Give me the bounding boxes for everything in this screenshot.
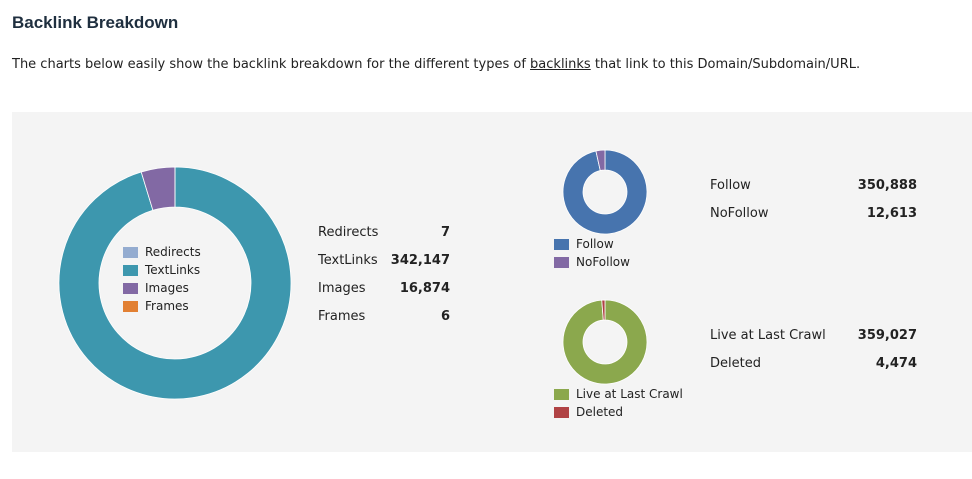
legend-swatch — [123, 300, 138, 312]
stat-label: Frames — [318, 309, 366, 324]
follow-donut-chart — [562, 149, 648, 235]
stat-label: Deleted — [710, 356, 761, 371]
stat-row-images: Images 16,874 — [318, 275, 450, 303]
follow-legend: Follow NoFollow — [554, 235, 630, 271]
legend-item-deleted[interactable]: Deleted — [554, 403, 683, 421]
live-deleted-donut-chart — [562, 299, 648, 385]
stat-value: 6 — [440, 309, 450, 324]
legend-item-frames[interactable]: Frames — [123, 297, 201, 315]
follow-stats: Follow 350,888 NoFollow 12,613 — [710, 172, 917, 228]
legend-label: Images — [145, 281, 189, 295]
legend-label: Follow — [576, 237, 614, 251]
live-deleted-legend: Live at Last Crawl Deleted — [554, 385, 683, 421]
backlinks-link[interactable]: backlinks — [530, 57, 591, 72]
link-type-donut-chart — [58, 166, 292, 400]
link-type-stats: Redirects 7 TextLinks 342,147 Images 16,874 Fr… — [318, 219, 450, 331]
link-type-legend: Redirects TextLinks Images Frames — [123, 243, 201, 315]
slice-live-at-last-crawl[interactable] — [562, 299, 648, 385]
stat-label: NoFollow — [710, 206, 769, 221]
legend-item-nofollow[interactable]: NoFollow — [554, 253, 630, 271]
stat-label: Live at Last Crawl — [710, 328, 826, 343]
stat-row-deleted: Deleted 4,474 — [710, 350, 917, 378]
stat-value: 350,888 — [857, 178, 917, 193]
slice-deleted[interactable] — [601, 299, 606, 321]
stat-label: TextLinks — [318, 253, 378, 268]
legend-swatch — [554, 256, 569, 268]
stat-label: Follow — [710, 178, 751, 193]
stat-value: 7 — [440, 225, 450, 240]
intro-text: The charts below easily show the backlin… — [12, 57, 860, 72]
legend-item-textlinks[interactable]: TextLinks — [123, 261, 201, 279]
legend-swatch — [554, 388, 569, 400]
stat-row-textlinks: TextLinks 342,147 — [318, 247, 450, 275]
legend-item-images[interactable]: Images — [123, 279, 201, 297]
legend-label: Live at Last Crawl — [576, 387, 683, 401]
legend-item-follow[interactable]: Follow — [554, 235, 630, 253]
legend-item-redirects[interactable]: Redirects — [123, 243, 201, 261]
legend-swatch — [123, 264, 138, 276]
stat-row-follow: Follow 350,888 — [710, 172, 917, 200]
intro-text-end: that link to this Domain/Subdomain/URL. — [590, 57, 861, 72]
legend-swatch — [123, 246, 138, 258]
legend-swatch — [554, 406, 569, 418]
live-deleted-stats: Live at Last Crawl 359,027 Deleted 4,474 — [710, 322, 917, 378]
stat-value: 4,474 — [875, 356, 917, 371]
stat-value: 12,613 — [866, 206, 917, 221]
stat-value: 342,147 — [390, 253, 450, 268]
intro-text-start: The charts below easily show the backlin… — [12, 57, 531, 72]
chart-panel: Redirects TextLinks Images Frames Redirects… — [12, 112, 972, 452]
stat-row-nofollow: NoFollow 12,613 — [710, 200, 917, 228]
stat-value: 359,027 — [857, 328, 917, 343]
page-title: Backlink Breakdown — [12, 13, 179, 32]
stat-value: 16,874 — [399, 281, 450, 296]
legend-label: Frames — [145, 299, 189, 313]
slice-textlinks[interactable] — [58, 166, 292, 400]
slice-nofollow[interactable] — [595, 149, 606, 171]
legend-label: Redirects — [145, 245, 201, 259]
legend-label: NoFollow — [576, 255, 630, 269]
stat-row-live-at-last-crawl: Live at Last Crawl 359,027 — [710, 322, 917, 350]
slice-follow[interactable] — [562, 149, 648, 235]
legend-swatch — [554, 238, 569, 250]
stat-label: Images — [318, 281, 366, 296]
stat-label: Redirects — [318, 225, 379, 240]
stat-row-redirects: Redirects 7 — [318, 219, 450, 247]
legend-label: TextLinks — [145, 263, 201, 277]
legend-swatch — [123, 282, 138, 294]
stat-row-frames: Frames 6 — [318, 303, 450, 331]
legend-item-live-at-last-crawl[interactable]: Live at Last Crawl — [554, 385, 683, 403]
legend-label: Deleted — [576, 405, 624, 419]
